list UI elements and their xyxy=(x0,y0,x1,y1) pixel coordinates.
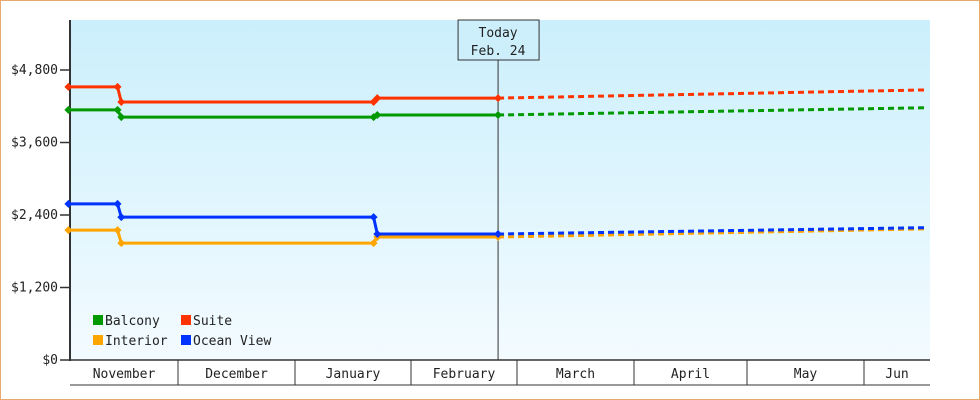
legend-label: Ocean View xyxy=(193,334,271,349)
series-line-balcony xyxy=(68,108,499,119)
y-tick-label: $3,600 xyxy=(11,136,58,151)
x-tick-label: December xyxy=(205,367,268,382)
today-label: Today xyxy=(479,26,518,41)
data-point-ocean-view[interactable] xyxy=(494,230,503,239)
projection-line-suite xyxy=(498,88,925,100)
projection-line-interior xyxy=(498,227,925,239)
y-tick-label: $1,200 xyxy=(11,281,58,296)
legend-label: Interior xyxy=(105,334,168,349)
data-point-balcony[interactable] xyxy=(494,111,503,120)
x-tick-label: May xyxy=(794,367,818,382)
data-point-suite[interactable] xyxy=(373,94,382,103)
today-box xyxy=(457,19,540,61)
data-point-suite[interactable] xyxy=(64,82,73,91)
projection-line-balcony xyxy=(498,106,925,117)
y-tick-label: $0 xyxy=(42,353,58,368)
legend-swatch xyxy=(181,335,191,345)
series-line-interior xyxy=(68,228,499,245)
x-tick-label: January xyxy=(326,367,381,382)
data-point-ocean-view[interactable] xyxy=(113,199,122,208)
data-point-interior[interactable] xyxy=(113,226,122,235)
legend-label: Balcony xyxy=(105,314,160,329)
data-point-interior[interactable] xyxy=(64,226,73,235)
data-point-ocean-view[interactable] xyxy=(64,199,73,208)
x-tick-label: November xyxy=(93,367,156,382)
legend-swatch xyxy=(181,315,191,325)
x-tick-label: February xyxy=(433,367,496,382)
data-point-balcony[interactable] xyxy=(64,105,73,114)
data-point-suite[interactable] xyxy=(113,82,122,91)
today-date: Feb. 24 xyxy=(471,44,526,59)
data-point-ocean-view[interactable] xyxy=(117,213,126,222)
data-point-balcony[interactable] xyxy=(117,113,126,122)
data-point-balcony[interactable] xyxy=(113,105,122,114)
x-tick-label: Jun xyxy=(885,367,908,382)
y-tick-label: $2,400 xyxy=(11,208,58,223)
series-line-ocean-view xyxy=(68,202,499,236)
data-point-suite[interactable] xyxy=(117,98,126,107)
legend-label: Suite xyxy=(193,314,232,329)
data-point-balcony[interactable] xyxy=(373,111,382,120)
y-tick-label: $4,800 xyxy=(11,63,58,78)
data-point-ocean-view[interactable] xyxy=(373,230,382,239)
data-point-interior[interactable] xyxy=(369,239,378,248)
legend-swatch xyxy=(93,335,103,345)
data-point-interior[interactable] xyxy=(117,239,126,248)
x-tick-label: April xyxy=(671,367,710,382)
projection-line-ocean-view xyxy=(498,226,925,236)
data-point-ocean-view[interactable] xyxy=(369,213,378,222)
plot-area xyxy=(70,20,930,360)
data-point-suite[interactable] xyxy=(494,94,503,103)
x-tick-label: March xyxy=(556,367,595,382)
legend-swatch xyxy=(93,315,103,325)
series-line-suite xyxy=(68,85,499,104)
